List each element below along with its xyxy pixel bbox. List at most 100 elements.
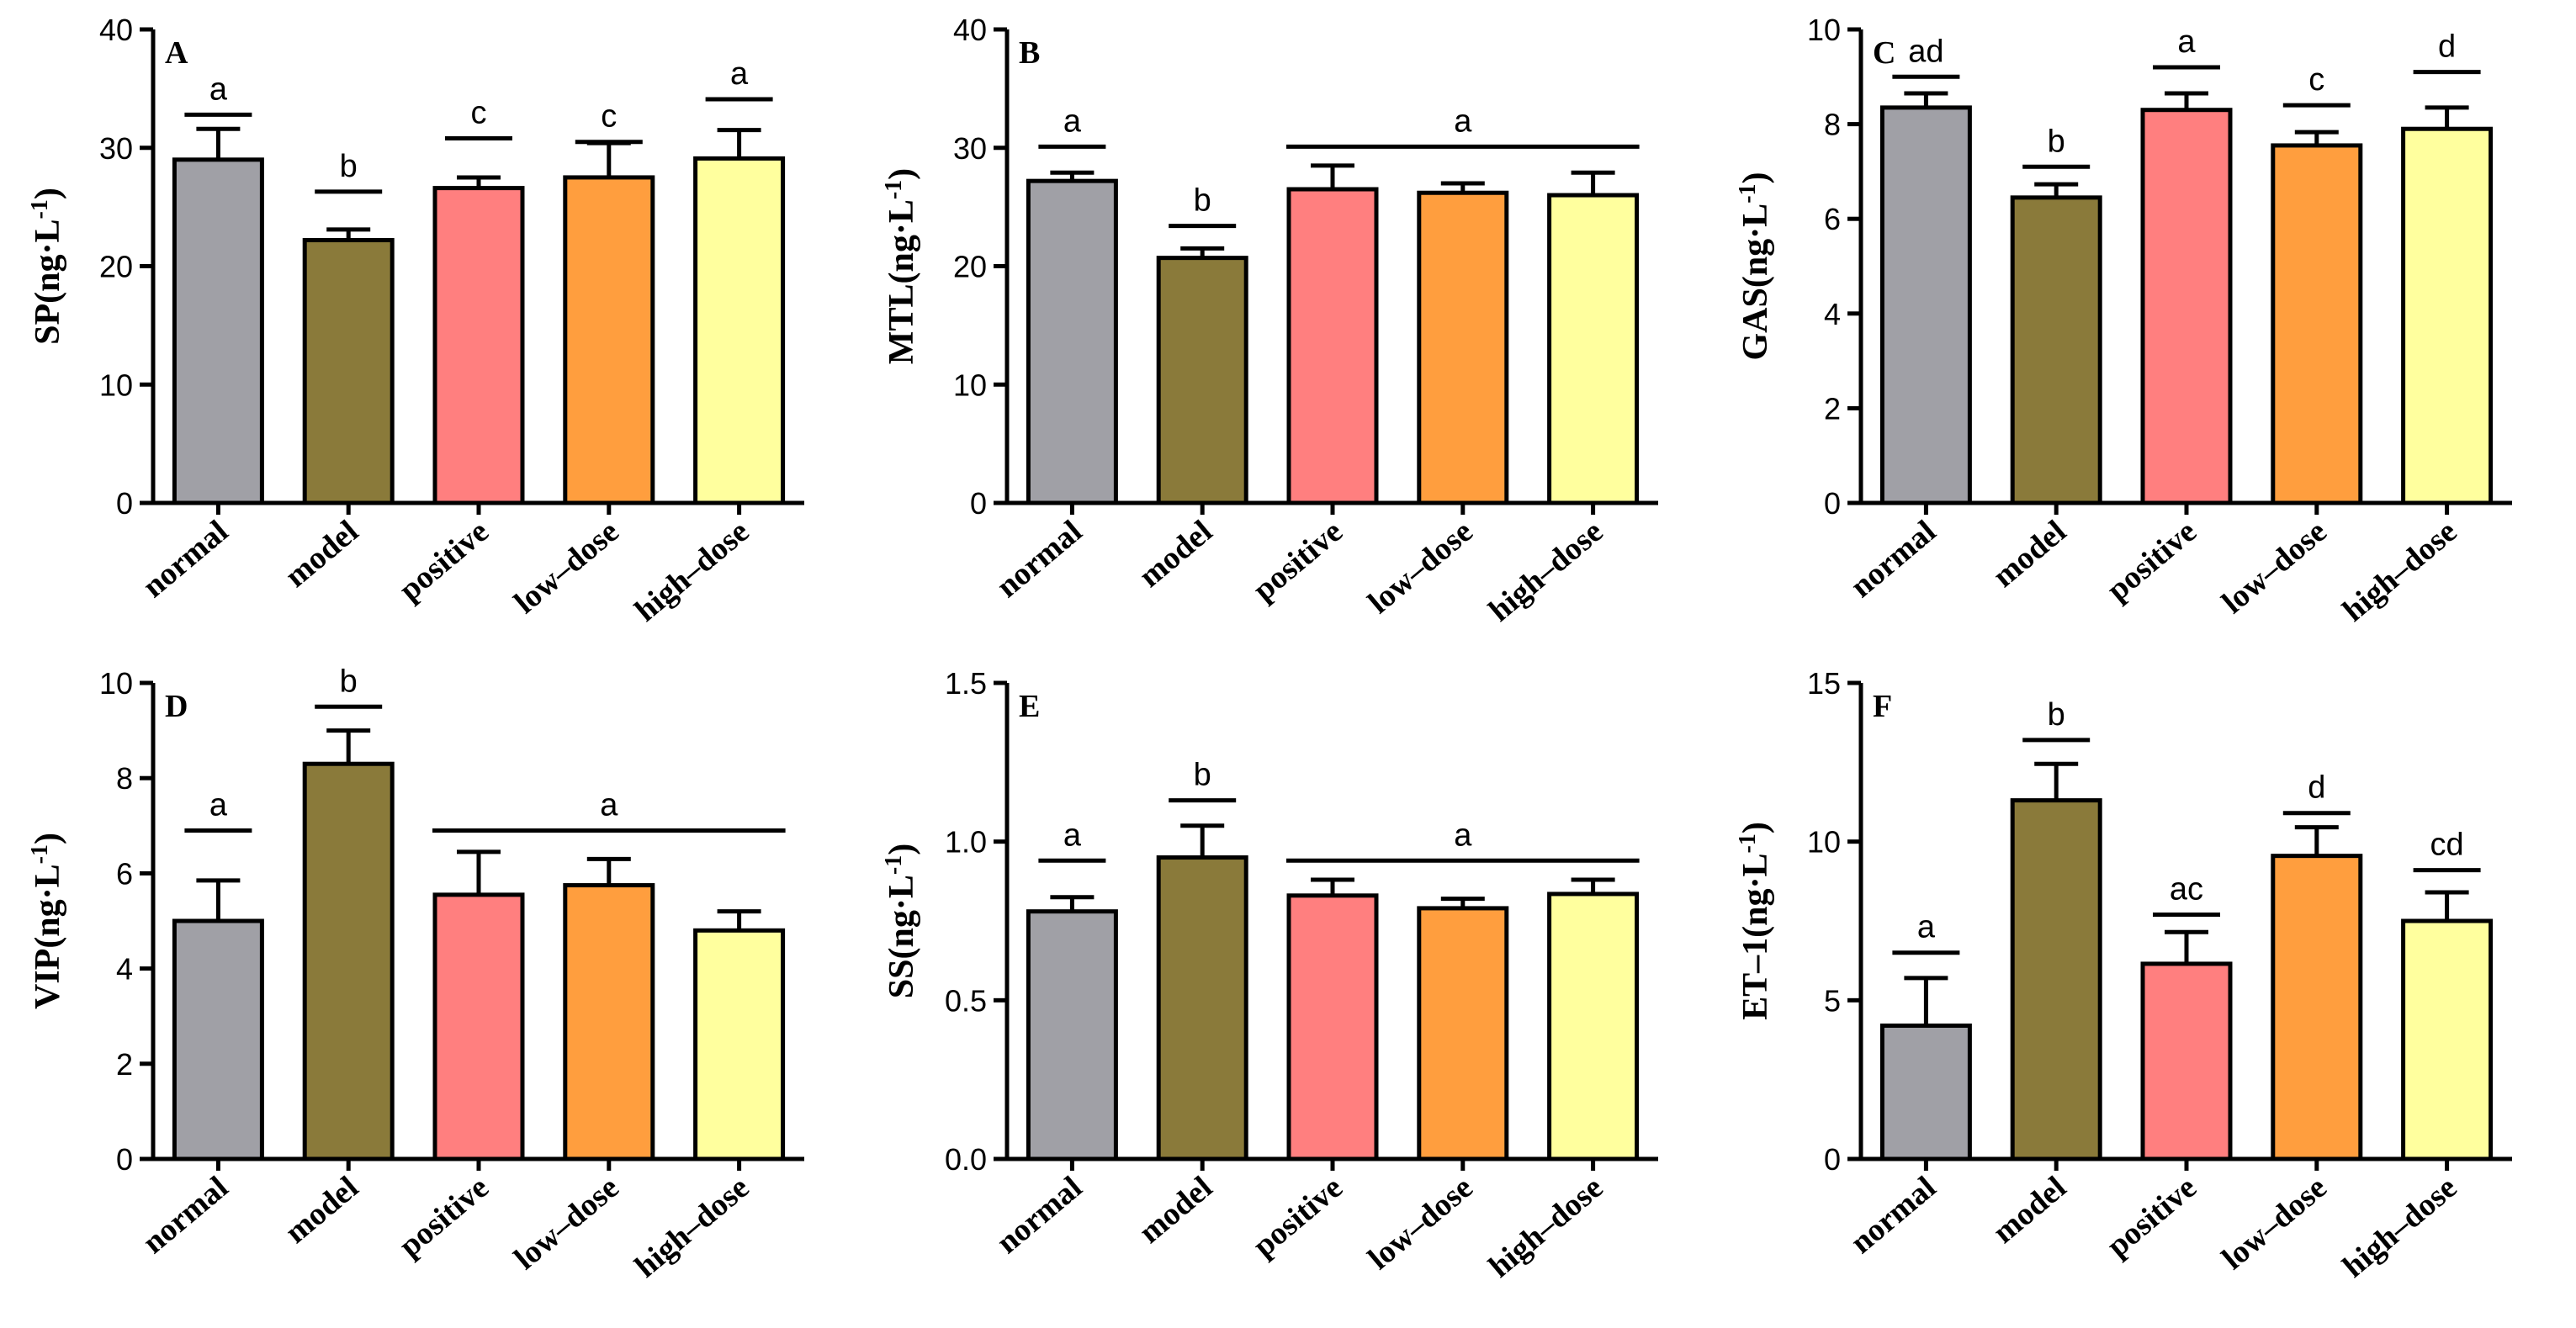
bar-model <box>1156 256 1248 505</box>
y-axis-title-main: SP(ng·L <box>29 219 67 344</box>
y-tick-label: 30 <box>953 131 987 166</box>
y-tick-label: 0.5 <box>945 983 987 1018</box>
y-tick-label: 0 <box>116 486 133 521</box>
y-tick-label: 20 <box>99 250 133 284</box>
y-tick-label: 0 <box>116 1142 133 1177</box>
bar-normal <box>1879 105 1972 505</box>
panel-label: D <box>165 689 188 724</box>
bar-model <box>1156 855 1248 1161</box>
significance-label: d <box>2308 770 2325 806</box>
panel-label: C <box>1873 35 1895 71</box>
x-tick-label: positive <box>392 514 495 608</box>
y-axis-title-superscript: -1 <box>27 199 53 219</box>
significance-label: a <box>209 71 228 107</box>
y-tick-label: 8 <box>116 761 133 796</box>
y-axis-title-end: ) <box>883 844 921 855</box>
x-tick-label: model <box>278 1170 365 1251</box>
y-tick-label: 20 <box>953 250 987 284</box>
x-tick-label: positive <box>392 1170 495 1264</box>
x-tick-label: low–dose <box>2215 514 2333 621</box>
x-tick-label: model <box>1132 514 1219 595</box>
x-tick-label: high–dose <box>628 514 756 629</box>
y-axis-title-superscript: -1 <box>1735 183 1761 203</box>
x-tick-label: high–dose <box>2336 1170 2464 1285</box>
significance-label: a <box>600 787 618 823</box>
significance-label: cd <box>2430 828 2464 863</box>
bar-positive <box>2140 108 2233 505</box>
bar-low-dose <box>563 175 655 505</box>
bar-normal <box>1026 178 1118 505</box>
y-axis-title-end: ) <box>29 833 67 844</box>
x-tick-label: low–dose <box>507 514 625 621</box>
chart-panel-a: 0 10 20 30 40 normal model positive low–dose high… <box>27 13 804 628</box>
bar-high-dose <box>693 156 786 505</box>
y-tick-label: 0 <box>970 486 987 521</box>
y-tick-label: 6 <box>116 856 133 891</box>
bar-normal <box>172 918 264 1161</box>
x-tick-label: normal <box>1844 514 1943 605</box>
y-axis-title: MTL(ng·L-1) <box>881 168 921 364</box>
y-axis-title-main: ET–1(ng·L <box>1736 853 1775 1019</box>
y-axis-title: VIP(ng·L-1) <box>27 833 67 1009</box>
x-tick-label: low–dose <box>1361 514 1479 621</box>
y-axis-title-main: VIP(ng·L <box>29 864 67 1009</box>
bar-high-dose <box>693 928 786 1161</box>
x-tick-label: high–dose <box>2336 514 2464 629</box>
y-axis-title-superscript: -1 <box>881 180 907 199</box>
y-axis-title: SP(ng·L-1) <box>27 188 67 345</box>
bar-positive <box>1286 187 1379 505</box>
significance-label: a <box>1454 103 1472 139</box>
x-tick-label: model <box>1986 514 2073 595</box>
significance-label: b <box>1194 758 1211 793</box>
y-tick-label: 8 <box>1824 108 1841 142</box>
chart-panel-e: 0.0 0.5 1.0 1.5 normal model positive low–dose h… <box>881 666 1658 1284</box>
significance-label: b <box>2048 697 2065 733</box>
y-tick-label: 1.0 <box>945 825 987 860</box>
x-tick-label: normal <box>136 514 236 605</box>
bar-high-dose <box>2401 126 2494 505</box>
y-axis-title-main: MTL(ng·L <box>883 199 921 364</box>
bar-high-dose <box>2401 918 2494 1161</box>
x-tick-label: model <box>278 514 365 595</box>
significance-label: a <box>1454 817 1472 853</box>
y-tick-label: 10 <box>953 368 987 402</box>
y-tick-label: 0 <box>1824 486 1841 521</box>
y-tick-label: 1.5 <box>945 666 987 701</box>
y-axis-title-end: ) <box>1736 822 1775 833</box>
significance-label: b <box>340 149 358 184</box>
significance-label: c <box>2308 62 2324 98</box>
x-tick-label: normal <box>136 1170 236 1261</box>
bar-low-dose <box>563 883 655 1161</box>
x-tick-label: model <box>1986 1170 2073 1251</box>
y-axis-title-end: ) <box>883 168 921 180</box>
x-tick-label: low–dose <box>507 1170 625 1277</box>
x-tick-label: high–dose <box>1482 1170 1610 1285</box>
y-tick-label: 4 <box>116 952 133 987</box>
panel-label: F <box>1873 689 1892 724</box>
bar-low-dose <box>2271 854 2363 1161</box>
x-tick-label: positive <box>2100 1170 2202 1264</box>
chart-panel-c: 0 2 4 6 8 10 normal model positive low–dose high–d… <box>1735 13 2512 628</box>
bar-positive <box>2140 961 2233 1161</box>
x-tick-label: positive <box>1246 514 1349 608</box>
bar-model <box>302 238 395 505</box>
significance-label: a <box>730 56 749 92</box>
significance-label: c <box>471 95 487 130</box>
y-tick-label: 30 <box>99 131 133 166</box>
significance-label: d <box>2438 29 2456 65</box>
x-tick-label: positive <box>2100 514 2202 608</box>
bar-low-dose <box>1417 906 1509 1161</box>
y-axis-title-end: ) <box>1736 172 1775 183</box>
bar-normal <box>1026 909 1118 1161</box>
significance-label: b <box>1194 183 1211 219</box>
y-axis-title-superscript: -1 <box>27 844 53 864</box>
y-axis-title: SS(ng·L-1) <box>881 844 921 998</box>
panel-label: E <box>1019 689 1040 724</box>
y-tick-label: 10 <box>1807 13 1841 47</box>
y-axis-title: ET–1(ng·L-1) <box>1735 822 1775 1020</box>
x-tick-label: normal <box>990 1170 1089 1261</box>
bar-model <box>302 761 395 1161</box>
x-tick-label: low–dose <box>2215 1170 2333 1277</box>
y-tick-label: 40 <box>953 13 987 47</box>
y-tick-label: 5 <box>1824 983 1841 1018</box>
